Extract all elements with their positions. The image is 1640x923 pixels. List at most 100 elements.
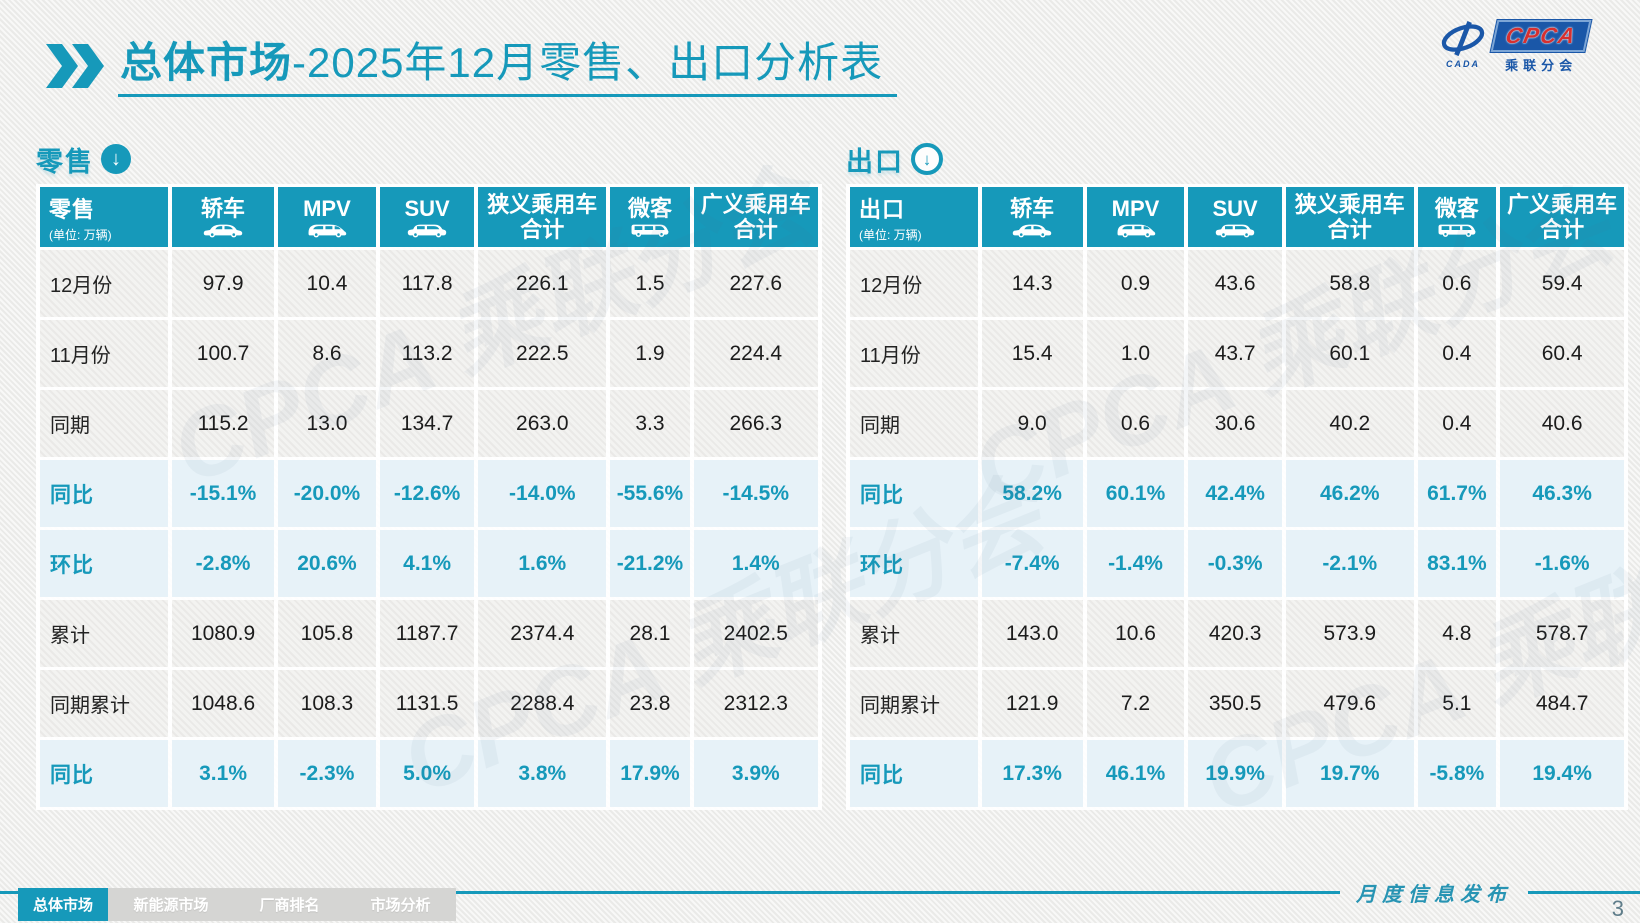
row-label: 11月份 (40, 320, 169, 387)
nav-tab-market-analysis[interactable]: 市场分析 (370, 897, 431, 914)
cell-value: 263.0 (478, 390, 607, 457)
cell-value: 115.2 (172, 390, 274, 457)
cell-value: 4.1% (379, 530, 475, 597)
cell-value: 43.6 (1188, 250, 1282, 317)
cell-value: -5.8% (1417, 740, 1497, 807)
double-chevron-icon (44, 44, 106, 93)
cell-value: 19.9% (1188, 740, 1282, 807)
cell-value: 226.1 (478, 250, 607, 317)
cell-value: 2288.4 (478, 670, 607, 737)
column-header: 广义乘用车 合计 (693, 187, 818, 247)
column-header: SUV (1188, 187, 1282, 247)
cell-value: 28.1 (610, 600, 690, 667)
table-row: 环比 -2.8% 20.6% 4.1% 1.6% -21.2% 1.4% (40, 530, 818, 597)
column-header: 狭义乘用车 合计 (478, 187, 607, 247)
column-header: 轿车 (172, 187, 274, 247)
cell-value: -1.4% (1086, 530, 1185, 597)
bottom-nav: 总体市场 新能源市场 厂商排名 市场分析 (18, 888, 456, 921)
table-row: 12月份 14.3 0.9 43.6 58.8 0.6 59.4 (850, 250, 1624, 317)
header: 总体市场-2025年12月零售、出口分析表 (44, 39, 898, 98)
cell-value: -14.0% (478, 460, 607, 527)
nav-tab-group: 新能源市场 厂商排名 市场分析 (108, 888, 456, 921)
cell-value: 40.6 (1500, 390, 1624, 457)
cell-value: 117.8 (379, 250, 475, 317)
cell-value: 60.1% (1086, 460, 1185, 527)
cell-value: -2.3% (277, 740, 376, 807)
van-icon (1418, 222, 1497, 238)
row-label: 累计 (40, 600, 169, 667)
cell-value: 134.7 (379, 390, 475, 457)
cell-value: 10.4 (277, 250, 376, 317)
cell-value: 15.4 (981, 320, 1083, 387)
cell-value: 17.9% (610, 740, 690, 807)
cell-value: 8.6 (277, 320, 376, 387)
cell-value: 40.2 (1286, 390, 1414, 457)
export-section-label: 出口 ↓ (846, 140, 1628, 178)
cell-value: 13.0 (277, 390, 376, 457)
row-label: 12月份 (850, 250, 978, 317)
cell-value: 1048.6 (172, 670, 274, 737)
mpv-icon (278, 222, 376, 238)
cell-value: -15.1% (172, 460, 274, 527)
cell-value: 578.7 (1500, 600, 1624, 667)
column-header: 微客 (1417, 187, 1497, 247)
logo-caption: CADA (1446, 59, 1480, 69)
cell-value: -12.6% (379, 460, 475, 527)
table-row: 累计 1080.9 105.8 1187.7 2374.4 28.1 2402.5 (40, 600, 818, 667)
column-header: SUV (379, 187, 475, 247)
table-row: 同比 -15.1% -20.0% -12.6% -14.0% -55.6% -14.5% (40, 460, 818, 527)
cell-value: 573.9 (1286, 600, 1414, 667)
footer-rule-right (1528, 891, 1640, 894)
cpca-logo: CADA CPCA 乘联分会 (1437, 20, 1592, 74)
column-header: 轿车 (981, 187, 1083, 247)
cell-value: 224.4 (693, 320, 818, 387)
cell-value: 14.3 (981, 250, 1083, 317)
table-row: 同期累计 121.9 7.2 350.5 479.6 5.1 484.7 (850, 670, 1624, 737)
cell-value: 20.6% (277, 530, 376, 597)
van-icon (610, 222, 689, 238)
table-row: 11月份 15.4 1.0 43.7 60.1 0.4 60.4 (850, 320, 1624, 387)
nav-tab-nev-market[interactable]: 新能源市场 (133, 897, 209, 914)
header-row: 出口 (单位: 万辆) 轿车 MPV SUV 狭义乘用车 合计 微客 广义乘用车 合计 (850, 187, 1624, 247)
cell-value: 1.0 (1086, 320, 1185, 387)
section-title: 零售 (36, 146, 94, 177)
cell-value: 19.7% (1286, 740, 1414, 807)
logo-text-block: CPCA 乘联分会 (1490, 20, 1592, 74)
page-title: 总体市场-2025年12月零售、出口分析表 (118, 39, 898, 98)
cell-value: 1080.9 (172, 600, 274, 667)
cell-value: 479.6 (1286, 670, 1414, 737)
cell-value: 121.9 (981, 670, 1083, 737)
cell-value: 61.7% (1417, 460, 1497, 527)
sedan-icon (172, 222, 274, 238)
header-row: 零售 (单位: 万辆) 轿车 MPV SUV 狭义乘用车 合计 微客 广义乘用车 合计 (40, 187, 818, 247)
row-label: 同期累计 (850, 670, 978, 737)
cell-value: 3.9% (693, 740, 818, 807)
retail-table-section: 零售 ↓ 零售 (单位: 万辆) 轿车 MPV SUV 狭义乘用车 合计 微客 广义乘用车 合计 1… (36, 140, 822, 810)
cell-value: 30.6 (1188, 390, 1282, 457)
nav-tab-overall-market[interactable]: 总体市场 (18, 888, 108, 921)
row-label: 同比 (850, 740, 978, 807)
nav-tab-oem-ranking[interactable]: 厂商排名 (259, 897, 320, 914)
cell-value: -0.3% (1188, 530, 1282, 597)
cell-value: 5.1 (1417, 670, 1497, 737)
cell-value: 3.8% (478, 740, 607, 807)
cell-value: -20.0% (277, 460, 376, 527)
page-number: 3 (1611, 896, 1624, 921)
cell-value: 10.6 (1086, 600, 1185, 667)
cell-value: 1.5 (610, 250, 690, 317)
column-header: 狭义乘用车 合计 (1286, 187, 1414, 247)
cell-value: 1187.7 (379, 600, 475, 667)
column-header: MPV (1086, 187, 1185, 247)
cell-value: -21.2% (610, 530, 690, 597)
table-corner-header: 出口 (单位: 万辆) (850, 187, 978, 247)
cell-value: 43.7 (1188, 320, 1282, 387)
cell-value: 3.1% (172, 740, 274, 807)
cpca-swoosh: CADA (1437, 20, 1489, 69)
row-label: 累计 (850, 600, 978, 667)
cell-value: 0.9 (1086, 250, 1185, 317)
cell-value: 1.9 (610, 320, 690, 387)
cell-value: 1131.5 (379, 670, 475, 737)
row-label: 12月份 (40, 250, 169, 317)
cell-value: 46.1% (1086, 740, 1185, 807)
cell-value: 0.6 (1086, 390, 1185, 457)
